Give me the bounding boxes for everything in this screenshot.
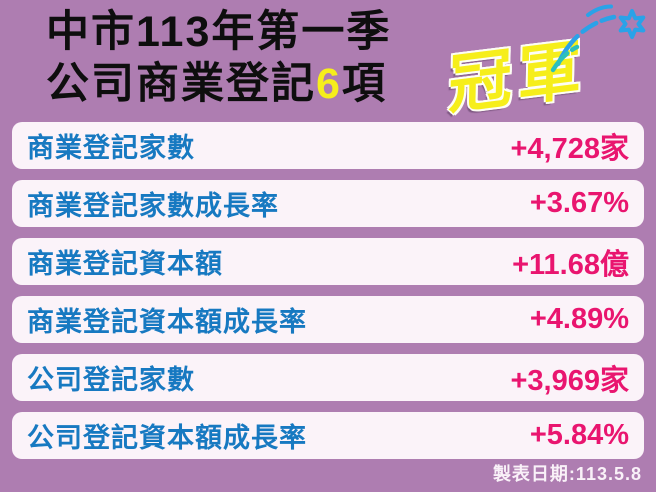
metric-value: +11.68億 <box>512 248 629 281</box>
table-date: 製表日期:113.5.8 <box>492 464 642 484</box>
metric-value: +3,969家 <box>510 364 629 397</box>
table-row: 商業登記資本額成長率 +4.89% <box>12 296 644 343</box>
title-line2-prefix: 公司商業登記 <box>46 60 316 108</box>
metric-value: +5.84% <box>529 419 629 451</box>
metric-label: 公司登記家數 <box>27 365 195 395</box>
metric-label: 公司登記資本額成長率 <box>27 423 307 453</box>
metric-label: 商業登記家數成長率 <box>27 191 279 221</box>
table-row: 公司登記家數 +3,969家 <box>12 354 644 401</box>
metric-value: +4,728家 <box>510 132 629 165</box>
metric-value: +3.67% <box>529 187 629 219</box>
metrics-table: 商業登記家數 +4,728家 商業登記家數成長率 +3.67% 商業登記資本額 … <box>12 122 644 470</box>
shooting-star-icon <box>550 4 646 73</box>
metric-label: 商業登記資本額 <box>27 249 223 279</box>
table-row: 公司登記資本額成長率 +5.84% <box>12 412 644 459</box>
metric-label: 商業登記家數 <box>27 133 195 163</box>
table-row: 商業登記家數 +4,728家 <box>12 122 644 169</box>
table-row: 商業登記家數成長率 +3.67% <box>12 180 644 227</box>
page-title-line2: 公司商業登記6項 <box>46 58 646 110</box>
page-title-line1: 中市113年第一季 <box>46 6 646 58</box>
title-line1-text: 中市113年第一季 <box>46 8 392 56</box>
title-line2-suffix: 項 <box>341 60 387 108</box>
metric-value: +4.89% <box>529 303 629 335</box>
table-row: 商業登記資本額 +11.68億 <box>12 238 644 285</box>
header: 中市113年第一季 公司商業登記6項 <box>46 6 646 110</box>
metric-label: 商業登記資本額成長率 <box>27 307 307 337</box>
title-highlight-number: 6 <box>316 60 342 108</box>
